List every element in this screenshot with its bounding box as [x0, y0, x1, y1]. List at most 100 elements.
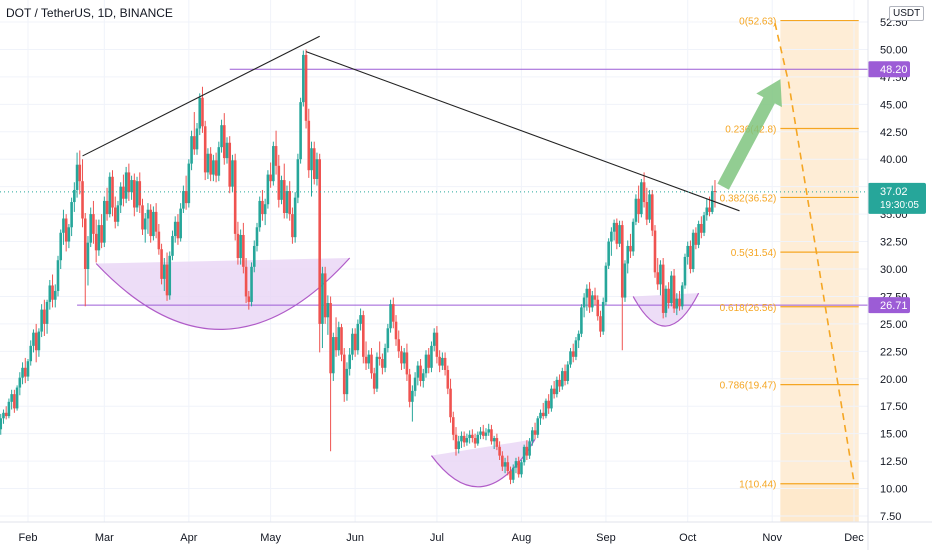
candle-body [318, 159, 321, 324]
candle-body [315, 159, 319, 179]
x-axis-background [0, 522, 868, 550]
candle-body [495, 438, 499, 447]
candle-body [244, 266, 248, 297]
candle-body [637, 198, 640, 215]
candle-body [73, 189, 76, 203]
y-axis-tick-label: 22.50 [880, 346, 908, 358]
candle-body [536, 418, 540, 435]
candle-body [539, 412, 542, 419]
candle-body [225, 142, 229, 159]
fib-level-label: 0.786(19.47) [720, 381, 777, 392]
candle-body [217, 147, 221, 176]
candle-body [326, 303, 330, 318]
candle-body [626, 245, 630, 264]
candle-body [173, 221, 177, 237]
candle-body [348, 354, 351, 369]
x-axis-tick-label: Mar [95, 532, 114, 544]
candle-body [143, 218, 147, 230]
candle-body [67, 227, 71, 242]
candle-body [133, 180, 136, 208]
candle-body [334, 337, 338, 351]
candle-body [370, 354, 373, 374]
candle-body [10, 394, 13, 402]
currency-unit-badge[interactable]: USDT [889, 6, 925, 21]
candle-body [419, 365, 422, 381]
candle-body [430, 345, 433, 368]
candle-body [220, 125, 223, 148]
candle-body [247, 296, 251, 302]
candle-body [533, 430, 537, 435]
candle-body [389, 304, 392, 329]
candle-body [531, 430, 534, 442]
candle-body [441, 357, 444, 366]
candle-body [462, 435, 466, 443]
y-axis-tick-label: 25.00 [880, 319, 908, 331]
candle-body [708, 207, 711, 212]
candle-body [577, 333, 580, 341]
candle-body [686, 245, 690, 257]
candle-body [184, 191, 188, 204]
candle-body [15, 387, 19, 409]
fib-level-label: 0(52.63) [739, 17, 776, 28]
candle-body [631, 221, 635, 252]
price-level-tag[interactable] [868, 61, 910, 78]
candle-body [119, 186, 122, 206]
candle-body [604, 265, 608, 302]
candle-body [689, 245, 692, 269]
candle-body [487, 429, 491, 433]
candle-body [266, 174, 270, 205]
candle-body [522, 446, 526, 463]
y-axis-tick-label: 42.50 [880, 127, 908, 139]
candle-body [206, 153, 210, 173]
candle-body [261, 200, 264, 215]
cup-pattern-curve-1 [95, 257, 351, 330]
candle-body [664, 288, 668, 313]
candle-body [416, 365, 420, 378]
candle-body [342, 354, 346, 395]
candle-body [280, 180, 283, 200]
candle-body [198, 97, 202, 129]
candle-body [457, 441, 461, 450]
y-axis: 52.5050.0047.5045.0042.5040.0037.5035.00… [868, 0, 932, 550]
candle-body [269, 174, 272, 182]
current-price-label: 37.02 [880, 186, 908, 198]
current-price-tag[interactable] [868, 182, 926, 214]
candle-body [569, 351, 572, 365]
candle-body [105, 200, 109, 215]
candle-body [424, 354, 428, 374]
x-axis-tick-label: Apr [180, 532, 197, 544]
candle-body [209, 153, 212, 175]
candle-body [460, 435, 463, 442]
candle-body [4, 412, 8, 417]
candle-body [138, 181, 142, 206]
candle-body [555, 379, 559, 395]
candle-body [171, 236, 174, 256]
candle-body [705, 207, 709, 216]
candle-body [23, 367, 27, 377]
candle-body [62, 218, 65, 233]
fib-level-label: 0.382(36.52) [720, 193, 777, 204]
candle-body [571, 351, 575, 357]
candle-body [92, 214, 95, 234]
candle-body [94, 233, 98, 251]
candle-body [176, 221, 180, 239]
candle-body [566, 364, 570, 381]
candle-body [274, 146, 278, 166]
candle-body [525, 446, 529, 456]
candle-body [201, 97, 204, 127]
x-axis-tick-label: Jun [346, 532, 364, 544]
candle-body [593, 295, 597, 300]
price-level-tag[interactable] [868, 297, 910, 314]
candle-body [18, 377, 22, 388]
candle-body [432, 332, 436, 346]
candle-body [694, 232, 698, 245]
candle-body [116, 205, 120, 222]
candle-body [43, 309, 46, 324]
candle-body [713, 191, 717, 193]
candle-body [391, 304, 395, 322]
candle-body [26, 361, 30, 377]
candle-body [607, 241, 610, 266]
candle-body [329, 303, 332, 374]
